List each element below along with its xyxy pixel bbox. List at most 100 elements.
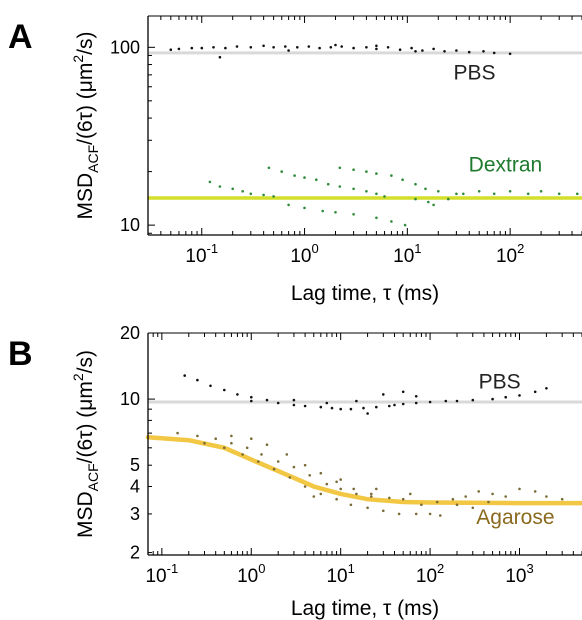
data-point (539, 190, 543, 193)
data-point (545, 495, 548, 498)
data-point (218, 55, 222, 59)
data-point (319, 492, 323, 496)
data-point (349, 407, 353, 411)
data-point (325, 482, 329, 486)
data-point (382, 509, 385, 513)
data-point (284, 45, 287, 48)
data-point (398, 48, 402, 51)
data-point (526, 192, 530, 196)
data-point (355, 492, 358, 496)
data-series (183, 374, 548, 415)
x-tick-label: 10-1 (145, 561, 178, 587)
data-point (303, 463, 307, 467)
data-point (491, 492, 494, 496)
data-point (362, 406, 365, 410)
x-axis-label: Lag time, τ (ms) (291, 597, 439, 620)
data-point (267, 166, 271, 170)
data-point (397, 512, 401, 516)
data-point (393, 403, 396, 407)
y-axis-label: MSDACF/(6τ) (μm2/s) (70, 31, 101, 219)
data-point (447, 197, 450, 201)
data-point (492, 51, 496, 55)
y-tick-label: 100 (110, 37, 140, 57)
data-point (303, 404, 307, 408)
x-tick-label: 100 (237, 561, 265, 587)
data-point (518, 394, 521, 397)
data-point (545, 387, 548, 390)
data-point (334, 43, 337, 47)
chart-panel-A: A 10-1 100 101 102 10 100 Lag time, τ (ms) MSDAC… (8, 15, 582, 305)
data-point (455, 192, 458, 196)
data-series (208, 166, 579, 227)
data-point (200, 46, 204, 50)
data-point (329, 46, 333, 49)
data-point (375, 405, 378, 409)
data-point (257, 460, 260, 463)
data-point (209, 384, 212, 388)
data-point (401, 390, 405, 394)
chart-panel-B: B 10-1 100 101 102 103 2 3 45 10 20 Lag time, τ (ms… (8, 323, 582, 620)
data-point (319, 405, 323, 409)
data-point (383, 195, 386, 198)
data-point (410, 46, 413, 50)
data-point (352, 46, 355, 50)
data-point (455, 503, 459, 507)
y-tick-label: 20 (120, 323, 140, 343)
x-tick-label: 103 (505, 561, 533, 587)
data-point (482, 50, 485, 53)
data-point (355, 399, 358, 403)
data-point (183, 374, 186, 377)
data-point (318, 46, 321, 50)
data-point (414, 182, 417, 186)
data-point (292, 403, 296, 407)
data-point (315, 178, 318, 181)
y-axis-label: MSDACF/(6τ) (μm2/s) (70, 350, 101, 538)
data-point (338, 166, 342, 170)
data-point (370, 495, 373, 498)
x-axis-label: Lag time, τ (ms) (291, 282, 439, 305)
data-point (236, 393, 239, 396)
data-point (439, 514, 442, 517)
data-point (296, 46, 299, 49)
data-point (218, 185, 222, 188)
data-point (203, 441, 206, 445)
data-point (250, 437, 253, 441)
data-point (409, 492, 412, 496)
data-point (414, 401, 418, 405)
data-series (169, 43, 512, 59)
data-point (230, 434, 233, 438)
data-point (276, 460, 280, 463)
data-point (518, 487, 521, 491)
data-point (287, 203, 290, 207)
y-tick-label: 2 (130, 543, 140, 563)
data-point (432, 203, 435, 207)
data-point (235, 45, 239, 48)
data-point (288, 476, 292, 479)
data-point (427, 200, 430, 204)
data-point (272, 46, 275, 49)
data-point (365, 190, 368, 193)
data-point (390, 220, 393, 223)
data-point (388, 404, 391, 408)
data-point (276, 401, 280, 405)
data-point (508, 52, 512, 56)
x-tick-label: 10-1 (185, 241, 218, 267)
data-point (477, 190, 481, 193)
data-point (231, 187, 234, 191)
data-point (375, 216, 378, 220)
y-tick-label: 10 (120, 389, 140, 409)
data-point (272, 467, 276, 471)
data-point (414, 512, 418, 516)
data-point (437, 190, 440, 193)
data-point (326, 182, 330, 186)
data-point (223, 388, 226, 392)
data-point (262, 193, 265, 197)
data-point (420, 503, 423, 507)
data-point (230, 441, 233, 445)
data-point (190, 46, 194, 50)
data-point (386, 46, 390, 49)
data-point (471, 398, 475, 402)
data-point (414, 50, 417, 53)
data-point (280, 170, 284, 173)
